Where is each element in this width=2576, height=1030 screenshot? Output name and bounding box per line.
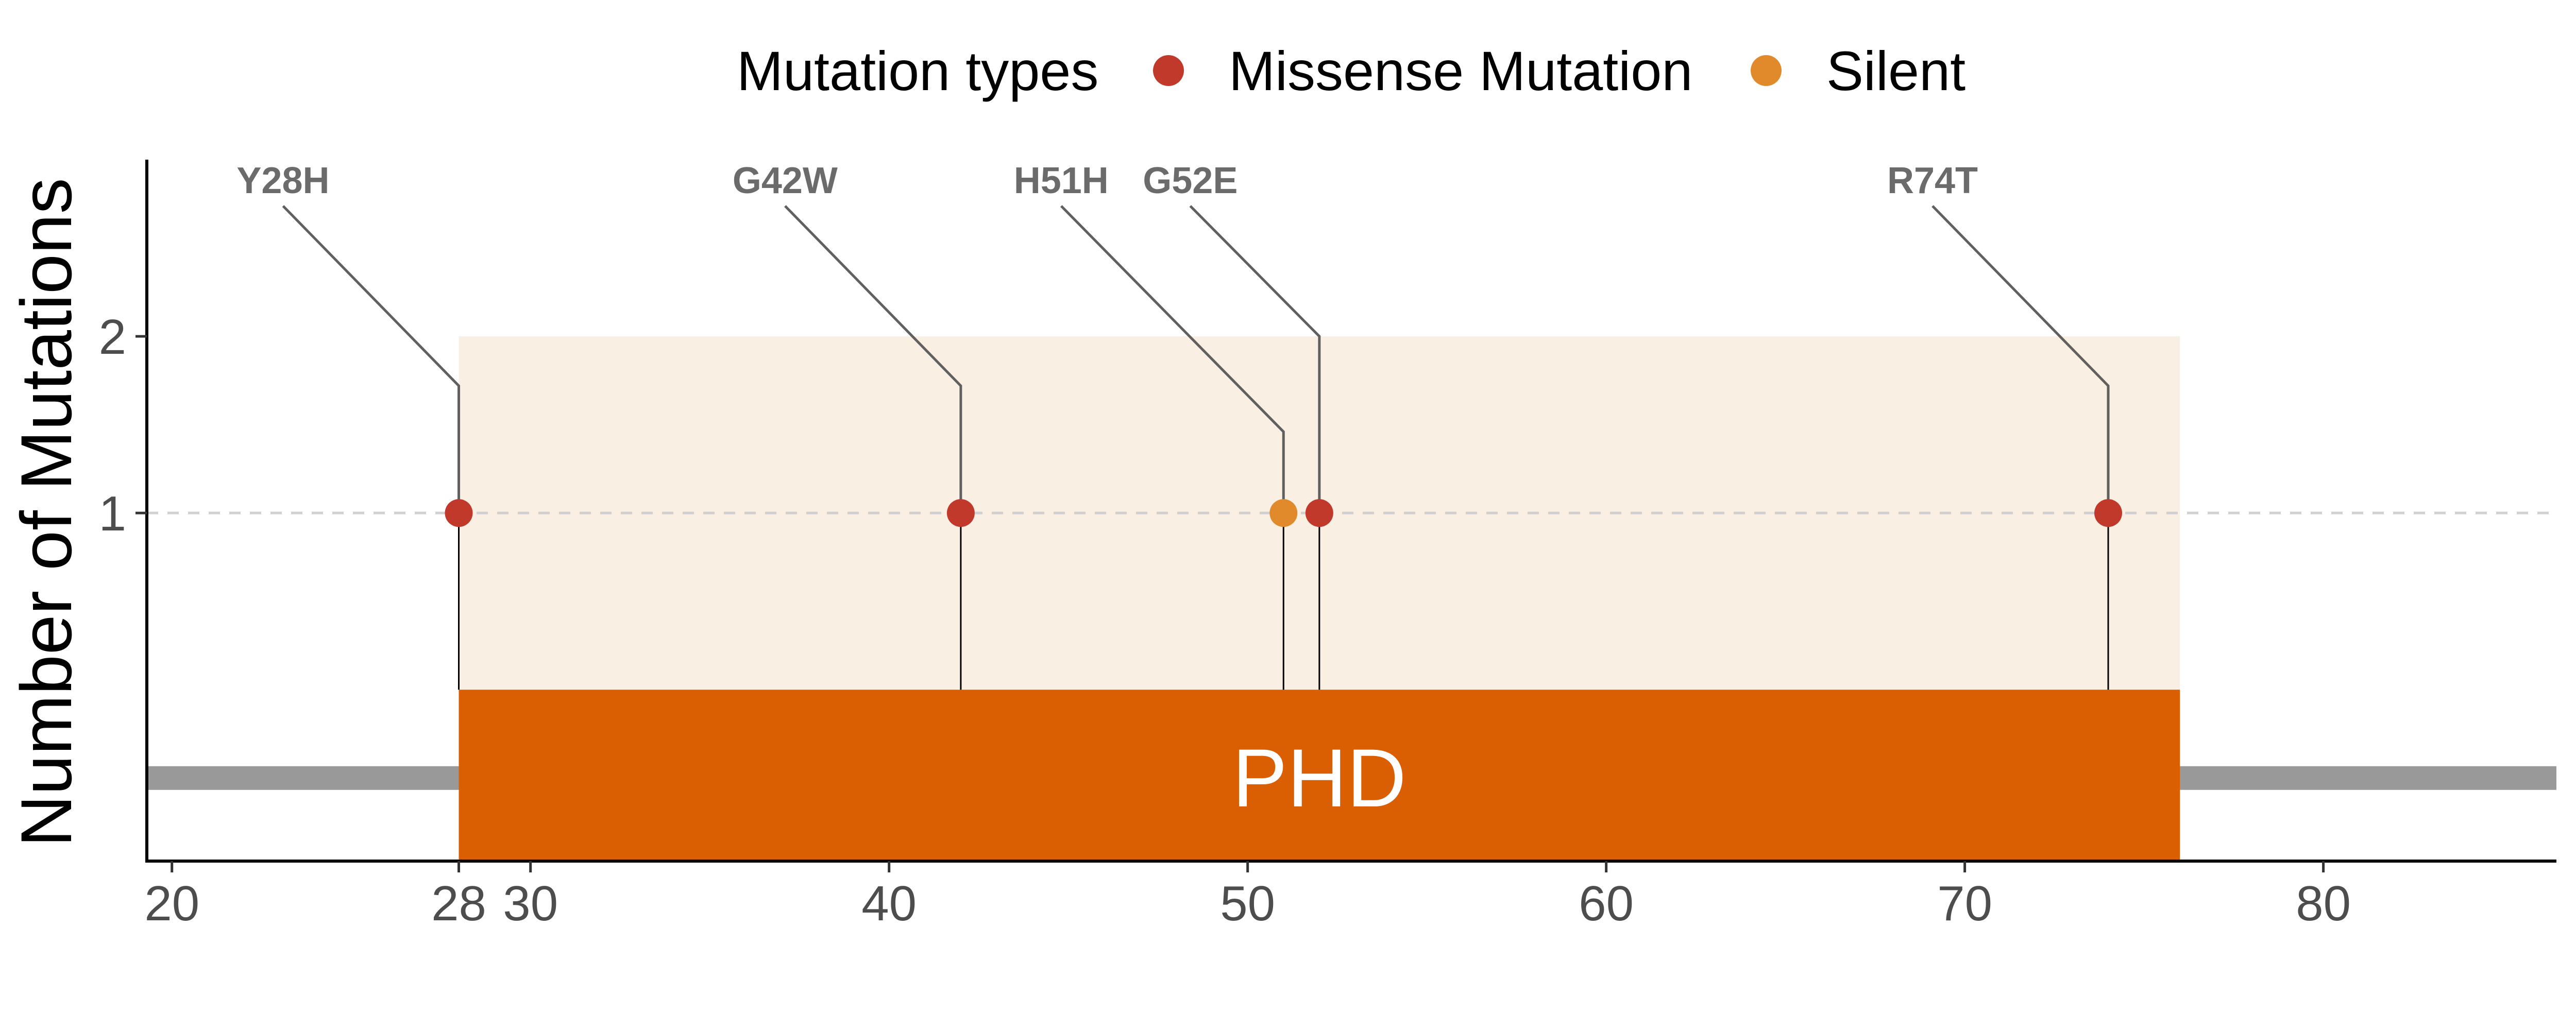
x-tick-label-3: 40: [861, 876, 917, 931]
mutation-point-1: [946, 499, 975, 527]
label-connector-4: [1931, 205, 2110, 513]
axes: [145, 160, 2556, 863]
label-connector-0: [282, 205, 461, 513]
y-axis-title: Number of Mutations: [6, 178, 87, 847]
mutation-label-4: R74T: [1887, 160, 1978, 201]
mutation-label-1: G42W: [733, 160, 838, 201]
label-connector-2: [1060, 205, 1285, 513]
mutation-label-3: G52E: [1143, 160, 1238, 201]
tick-layer: 20 28 30 40 50 60 70 80 1 2: [99, 310, 2351, 931]
y-tick-label-0: 1: [99, 486, 126, 541]
legend-missense-label: Missense Mutation: [1229, 40, 1692, 102]
legend-missense-icon: [1153, 55, 1184, 86]
legend-silent-icon: [1751, 55, 1782, 86]
mutation-point-3: [1305, 499, 1333, 527]
mutation-point-layer: [445, 499, 2123, 527]
mutation-point-0: [445, 499, 473, 527]
lollipop-stem-layer: [458, 513, 2109, 690]
mutation-label-0: Y28H: [236, 160, 329, 201]
mutation-point-2: [1269, 499, 1298, 527]
x-tick-label-0: 20: [144, 876, 199, 931]
label-connector-1: [784, 205, 962, 513]
legend: Mutation types Missense Mutation Silent: [737, 40, 1965, 102]
x-tick-label-2: 30: [503, 876, 558, 931]
x-tick-label-7: 80: [2296, 876, 2351, 931]
legend-title: Mutation types: [737, 40, 1098, 102]
domain-label-0: PHD: [1232, 732, 1406, 824]
legend-silent-label: Silent: [1826, 40, 1965, 102]
mutation-label-2: H51H: [1014, 160, 1109, 201]
domain-layer: PHD: [459, 690, 2180, 861]
domain-box-0: [459, 690, 2180, 861]
mutation-point-4: [2094, 499, 2123, 527]
label-connector-layer: [282, 205, 2110, 513]
x-tick-label-1: 28: [431, 876, 486, 931]
mutation-label-layer: Y28H G42W H51H G52E R74T: [236, 160, 1978, 201]
x-tick-label-6: 70: [1937, 876, 1992, 931]
label-connector-3: [1189, 205, 1321, 513]
x-tick-label-5: 60: [1579, 876, 1634, 931]
y-tick-label-1: 2: [99, 310, 126, 365]
x-tick-label-4: 50: [1220, 876, 1275, 931]
